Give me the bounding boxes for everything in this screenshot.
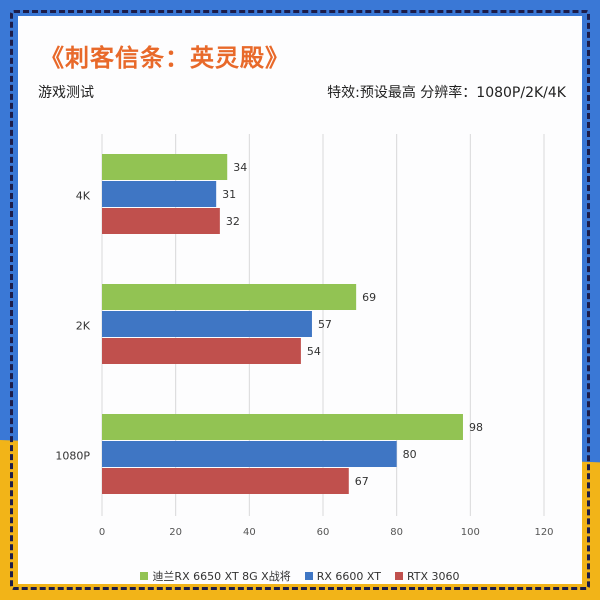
settings-label: 特效:预设最高 分辨率：1080P/2K/4K — [327, 85, 566, 101]
dashed-frame — [10, 10, 590, 590]
legend-swatch — [304, 572, 313, 580]
bar — [102, 414, 463, 440]
bar — [102, 208, 220, 234]
legend-swatch — [140, 572, 149, 580]
bars — [102, 154, 463, 494]
test-label: 游戏测试 — [38, 85, 94, 101]
legend: 迪兰RX 6650 XT 8G X战将 RX 6600 XT RTX 3060 — [18, 568, 582, 584]
bar — [102, 284, 357, 310]
value-label: 34 — [233, 161, 247, 174]
x-tick-labels: 0 20 40 60 80 100 120 — [99, 527, 554, 538]
x-tick-label: 0 — [99, 527, 105, 538]
value-label: 57 — [318, 318, 332, 331]
bar — [102, 181, 217, 207]
x-tick-label: 20 — [169, 527, 182, 538]
legend-label: 迪兰RX 6650 XT 8G X战将 — [152, 570, 291, 583]
category-label: 2K — [76, 320, 91, 333]
x-tick-label: 40 — [243, 527, 256, 538]
value-label: 31 — [222, 188, 236, 201]
legend-swatch — [394, 572, 403, 580]
x-tick-label: 100 — [461, 527, 480, 538]
x-tick-label: 120 — [534, 527, 553, 538]
value-label: 67 — [355, 475, 369, 488]
bar — [102, 338, 301, 364]
legend-item: 迪兰RX 6650 XT 8G X战将 — [140, 568, 291, 584]
category-labels: 4K 2K 1080P — [55, 190, 90, 463]
legend-label: RTX 3060 — [406, 569, 460, 583]
legend-item: RX 6600 XT — [304, 568, 381, 584]
value-label: 54 — [307, 345, 321, 358]
x-tick-label: 60 — [317, 527, 330, 538]
chart-title: 《刺客信条：英灵殿》 — [40, 44, 290, 72]
bar-chart: 4K 2K 1080P 34 31 32 69 57 54 98 80 67 0 20 40 60 80 10… — [55, 134, 554, 538]
category-label: 4K — [76, 190, 91, 203]
value-label: 98 — [469, 421, 483, 434]
bar — [102, 311, 312, 337]
value-label: 32 — [226, 215, 240, 228]
chart-card: 《刺客信条：英灵殿》 游戏测试 特效:预设最高 分辨率：1080P/2K/4K … — [18, 16, 582, 584]
legend-item: RTX 3060 — [394, 568, 460, 584]
legend-label: RX 6600 XT — [316, 569, 381, 583]
value-labels: 34 31 32 69 57 54 98 80 67 — [222, 161, 483, 488]
bar — [102, 441, 397, 467]
bar — [102, 154, 228, 180]
x-tick-label: 80 — [390, 527, 403, 538]
bar — [102, 468, 349, 494]
value-label: 80 — [403, 448, 417, 461]
category-label: 1080P — [55, 450, 90, 463]
value-label: 69 — [362, 291, 376, 304]
